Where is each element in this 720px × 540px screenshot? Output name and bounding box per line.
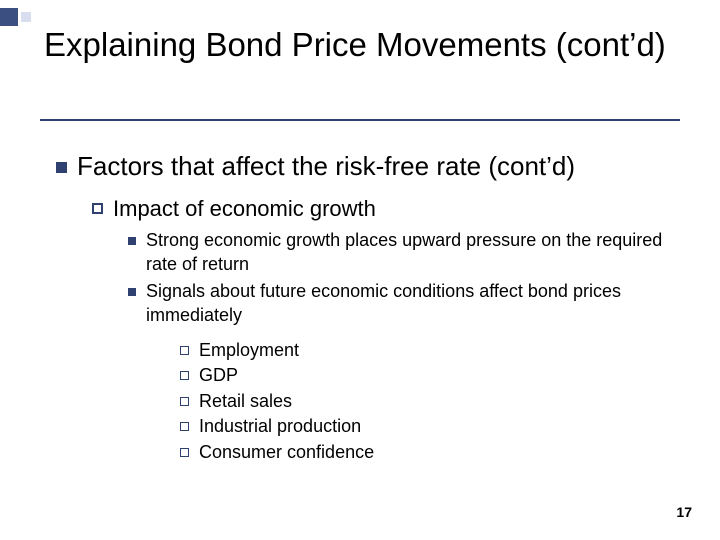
bullet-level-1: Factors that affect the risk-free rate (…	[56, 150, 680, 184]
square-open-bullet-icon	[180, 422, 189, 431]
bullet-level-4: Industrial production	[180, 415, 680, 438]
bullet-text: Strong economic growth places upward pre…	[146, 229, 680, 276]
square-open-bullet-icon	[92, 203, 103, 214]
level-4-list: Employment GDP Retail sales Industrial p…	[56, 339, 680, 464]
deco-square	[21, 12, 31, 22]
bullet-text: Impact of economic growth	[113, 194, 680, 224]
bullet-text: Signals about future economic conditions…	[146, 280, 680, 327]
page-number: 17	[676, 504, 692, 520]
square-open-bullet-icon	[180, 448, 189, 457]
bullet-text: Retail sales	[199, 390, 680, 413]
bullet-text: Industrial production	[199, 415, 680, 438]
square-open-bullet-icon	[180, 397, 189, 406]
bullet-level-4: Retail sales	[180, 390, 680, 413]
title-rule	[40, 119, 680, 121]
square-open-bullet-icon	[180, 371, 189, 380]
slide-title: Explaining Bond Price Movements (cont’d)	[44, 26, 690, 64]
bullet-text: Employment	[199, 339, 680, 362]
square-bullet-icon	[128, 288, 136, 296]
bullet-level-4: Employment	[180, 339, 680, 362]
bullet-level-4: Consumer confidence	[180, 441, 680, 464]
bullet-text: GDP	[199, 364, 680, 387]
square-bullet-icon	[56, 162, 67, 173]
slide-body: Factors that affect the risk-free rate (…	[56, 150, 680, 464]
bullet-text: Consumer confidence	[199, 441, 680, 464]
bullet-text: Factors that affect the risk-free rate (…	[77, 150, 680, 184]
bullet-level-3: Strong economic growth places upward pre…	[128, 229, 680, 276]
corner-decoration	[0, 8, 31, 26]
bullet-level-4: GDP	[180, 364, 680, 387]
slide: Explaining Bond Price Movements (cont’d)…	[0, 0, 720, 540]
square-open-bullet-icon	[180, 346, 189, 355]
square-bullet-icon	[128, 237, 136, 245]
bullet-level-2: Impact of economic growth	[92, 194, 680, 224]
deco-square	[0, 8, 18, 26]
bullet-level-3: Signals about future economic conditions…	[128, 280, 680, 327]
